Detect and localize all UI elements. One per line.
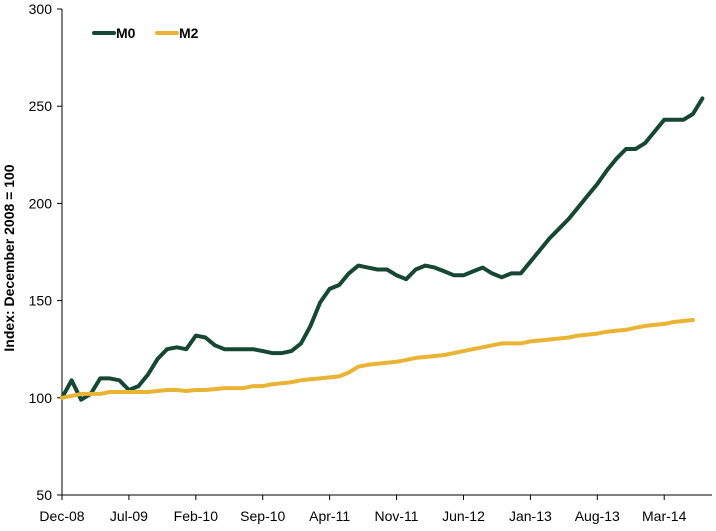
x-tick-label: Mar-14 xyxy=(642,508,687,524)
y-axis-title: Index: December 2008 = 100 xyxy=(1,164,17,351)
legend: M0 M2 xyxy=(92,25,199,41)
y-tick-label: 300 xyxy=(29,1,53,17)
x-tick-label: Jul-09 xyxy=(110,508,148,524)
series-group xyxy=(60,96,705,402)
legend-label-m2: M2 xyxy=(179,25,199,41)
y-tick-label: 100 xyxy=(29,390,53,406)
legend-label-m0: M0 xyxy=(116,25,136,41)
y-tick-label: 50 xyxy=(36,487,52,503)
series-line-m2 xyxy=(60,318,695,400)
x-tick-label: Jan-13 xyxy=(509,508,552,524)
x-tick-label: Nov-11 xyxy=(375,508,419,524)
series-line-m0 xyxy=(60,96,705,402)
y-tick-label: 250 xyxy=(29,98,53,114)
y-tick-label: 200 xyxy=(29,195,53,211)
x-tick-label: Dec-08 xyxy=(39,508,84,524)
y-tick-label: 150 xyxy=(29,293,53,309)
x-tick-label: Aug-13 xyxy=(575,508,620,524)
x-tick-label: Feb-10 xyxy=(174,508,219,524)
x-tick-label: Sep-10 xyxy=(240,508,285,524)
y-ticks-group: 50 100 150 200 250 300 xyxy=(29,1,62,503)
x-tick-label: Apr-11 xyxy=(309,508,350,524)
axes-group xyxy=(61,9,712,496)
x-tick-label: Jun-12 xyxy=(442,508,485,524)
x-ticks-group: Dec-08 Jul-09 Feb-10 Sep-10 Apr-11 Nov-11 Jun-… xyxy=(39,495,687,524)
